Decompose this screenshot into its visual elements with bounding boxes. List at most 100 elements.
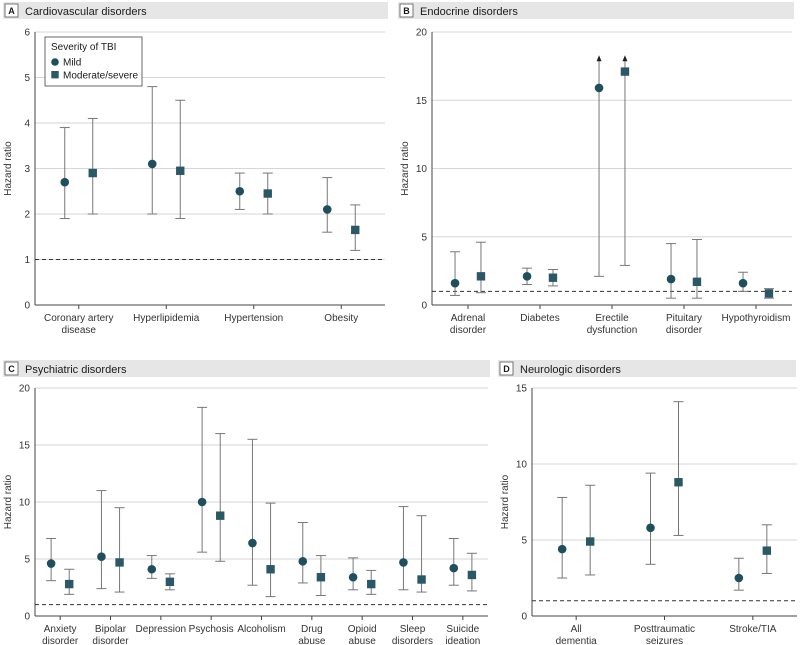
y-axis-label: Hazard ratio xyxy=(3,141,14,196)
data-point-moderate-severe xyxy=(417,575,426,584)
legend: Severity of TBI Mild Moderate/severe xyxy=(44,36,143,87)
data-point-mild xyxy=(646,523,655,533)
y-tick-label: 10 xyxy=(516,460,528,471)
x-tick-label: abuse xyxy=(349,636,377,645)
x-tick-label: Obesity xyxy=(324,313,358,324)
data-point-moderate-severe xyxy=(692,277,702,286)
data-point-mild xyxy=(348,572,358,582)
data-point-mild xyxy=(147,159,157,169)
data-point-moderate-severe xyxy=(65,579,74,589)
panel-title: Psychiatric disorders xyxy=(25,364,127,376)
x-tick-label: Erectile xyxy=(595,313,629,324)
panel-letter: A xyxy=(8,6,15,16)
data-point-moderate-severe xyxy=(476,272,486,281)
data-point-mild xyxy=(298,556,308,566)
panel-b: B Endocrine disorders 0 5 10 15 20 Hazard ratio… xyxy=(398,2,794,336)
y-tick-label: 4 xyxy=(24,119,30,130)
data-point-moderate-severe xyxy=(762,546,772,555)
data-point-moderate-severe xyxy=(316,573,326,582)
data-point-mild xyxy=(248,538,257,548)
x-tick-label: Suicide xyxy=(446,624,479,635)
y-tick-label: 10 xyxy=(416,164,428,175)
legend-marker-moderate-severe xyxy=(51,71,59,79)
panel-letter: B xyxy=(403,6,410,16)
data-point-moderate-severe xyxy=(263,189,272,198)
x-tick-label: Adrenal xyxy=(451,313,485,324)
y-tick-label: 3 xyxy=(24,164,30,175)
x-tick-label: Opioid xyxy=(348,624,377,635)
y-tick-label: 20 xyxy=(19,384,31,395)
data-point-moderate-severe xyxy=(764,289,774,298)
data-point-moderate-severe xyxy=(467,570,477,580)
data-point-moderate-severe xyxy=(88,168,97,178)
x-tick-label: Hyperlipidemia xyxy=(133,313,200,324)
x-tick-label: Hypothyroidism xyxy=(722,313,791,324)
x-tick-label: disorder xyxy=(92,636,129,645)
data-point-mild xyxy=(60,177,70,187)
x-tick-label: disorders xyxy=(392,636,433,645)
data-point-mild xyxy=(734,573,744,583)
panel-header-bg xyxy=(3,360,490,377)
panel-header-bg xyxy=(398,2,794,19)
panel-letter-box xyxy=(4,3,19,18)
y-tick-label: 0 xyxy=(24,612,30,623)
data-point-mild xyxy=(235,186,245,196)
data-point-mild xyxy=(522,272,532,281)
x-tick-label: Coronary artery xyxy=(44,313,113,324)
panel-letter-box xyxy=(4,361,19,376)
panel-letter: D xyxy=(503,364,510,374)
panel-header-bg xyxy=(3,2,388,19)
data-point-mild xyxy=(738,278,748,288)
panel-title: Endocrine disorders xyxy=(420,6,518,18)
x-tick-label: disorder xyxy=(42,636,79,645)
panel-title: Cardiovascular disorders xyxy=(25,6,147,18)
y-tick-label: 5 xyxy=(521,536,527,547)
y-tick-label: 2 xyxy=(24,210,30,221)
y-tick-label: 0 xyxy=(24,301,30,312)
y-axis-label: Hazard ratio xyxy=(400,141,411,196)
legend-box xyxy=(44,36,143,87)
legend-label-moderate-severe: Moderate/severe xyxy=(63,71,138,82)
data-point-moderate-severe xyxy=(351,225,360,235)
data-point-mild xyxy=(97,552,106,562)
x-tick-label: ideation xyxy=(445,636,480,645)
data-point-moderate-severe xyxy=(674,478,683,487)
x-tick-label: Posttraumatic xyxy=(634,624,695,635)
y-tick-label: 20 xyxy=(416,28,428,39)
x-tick-label: Sleep xyxy=(400,624,426,635)
x-tick-label: Depression xyxy=(136,624,187,635)
legend-marker-mild xyxy=(51,58,59,66)
y-tick-label: 1 xyxy=(24,255,30,266)
x-tick-label: dysfunction xyxy=(587,325,638,336)
y-axis-label: Hazard ratio xyxy=(3,474,14,529)
panel-c: C Psychiatric disorders 0 5 10 15 20 Hazard rat… xyxy=(3,360,490,645)
y-tick-label: 5 xyxy=(24,73,30,84)
error-bar-arrow xyxy=(596,55,602,62)
x-tick-label: Diabetes xyxy=(520,313,559,324)
data-point-mild xyxy=(666,274,676,284)
data-point-mild xyxy=(147,564,157,574)
data-point-mild xyxy=(450,278,460,288)
panel-title: Neurologic disorders xyxy=(520,364,621,376)
x-tick-label: disorder xyxy=(666,325,703,336)
data-point-moderate-severe xyxy=(620,67,630,76)
y-tick-label: 10 xyxy=(19,498,31,509)
panel-letter: C xyxy=(8,364,15,374)
x-tick-label: abuse xyxy=(298,636,326,645)
y-tick-label: 0 xyxy=(521,612,527,623)
data-point-mild xyxy=(197,497,207,507)
x-tick-label: disease xyxy=(62,325,97,336)
y-tick-label: 5 xyxy=(421,232,427,243)
panel-d: D Neurologic disorders 0 5 10 15 Hazard ratio A… xyxy=(498,360,797,645)
legend-title: Severity of TBI xyxy=(51,42,116,53)
x-tick-label: Psychosis xyxy=(189,624,234,635)
y-tick-label: 15 xyxy=(19,441,31,452)
data-point-moderate-severe xyxy=(585,537,595,546)
x-tick-label: seizures xyxy=(646,636,683,645)
x-tick-label: dementia xyxy=(556,636,598,645)
data-point-mild xyxy=(594,83,604,93)
y-tick-label: 6 xyxy=(24,28,30,39)
y-tick-label: 15 xyxy=(416,96,428,107)
data-point-moderate-severe xyxy=(266,565,275,574)
data-point-moderate-severe xyxy=(367,579,376,589)
